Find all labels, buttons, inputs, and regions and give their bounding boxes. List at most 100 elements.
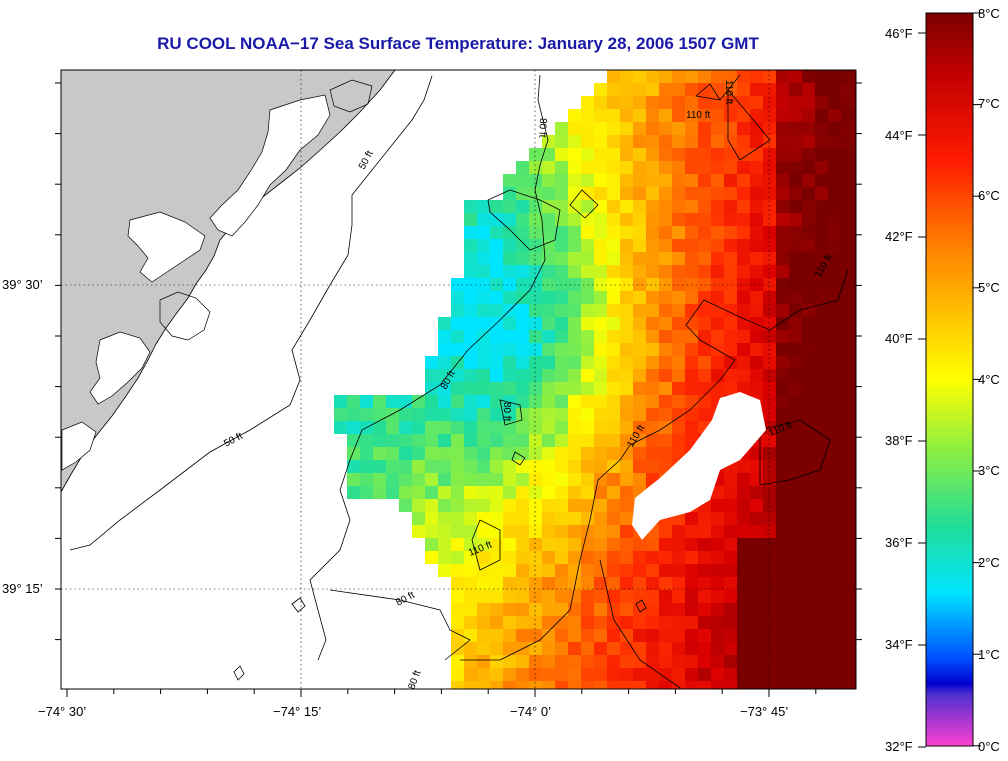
sst-pixel (828, 577, 841, 590)
sst-pixel (555, 538, 568, 551)
sst-pixel (711, 616, 724, 629)
sst-pixel (672, 252, 685, 265)
sst-pixel (659, 369, 672, 382)
sst-pixel (607, 109, 620, 122)
sst-pixel (529, 590, 542, 603)
sst-pixel (802, 616, 815, 629)
sst-pixel (685, 603, 698, 616)
sst-pixel (568, 434, 581, 447)
sst-pixel (555, 343, 568, 356)
sst-pixel (698, 551, 711, 564)
sst-pixel (854, 499, 856, 512)
sst-pixel (620, 369, 633, 382)
sst-pixel (659, 447, 672, 460)
sst-pixel (828, 590, 841, 603)
sst-pixel (789, 200, 802, 213)
sst-pixel (828, 551, 841, 564)
sst-pixel (802, 525, 815, 538)
sst-pixel (646, 434, 659, 447)
sst-pixel (802, 655, 815, 668)
sst-pixel (464, 642, 477, 655)
sst-pixel (620, 343, 633, 356)
sst-pixel (620, 551, 633, 564)
sst-pixel (490, 252, 503, 265)
sst-pixel (685, 239, 698, 252)
sst-pixel (451, 343, 464, 356)
sst-pixel (477, 330, 490, 343)
sst-pixel (841, 187, 854, 200)
sst-pixel (620, 395, 633, 408)
sst-pixel (373, 460, 386, 473)
sst-pixel (815, 681, 828, 689)
sst-pixel (815, 408, 828, 421)
sst-pixel (477, 538, 490, 551)
sst-pixel (737, 603, 750, 616)
sst-pixel (464, 343, 477, 356)
sst-pixel (646, 603, 659, 616)
sst-pixel (620, 603, 633, 616)
sst-pixel (529, 551, 542, 564)
sst-pixel (685, 343, 698, 356)
sst-pixel (724, 278, 737, 291)
sst-pixel (750, 551, 763, 564)
sst-pixel (503, 187, 516, 200)
sst-pixel (724, 109, 737, 122)
sst-pixel (555, 421, 568, 434)
sst-pixel (724, 616, 737, 629)
sst-pixel (711, 187, 724, 200)
sst-pixel (620, 590, 633, 603)
plot-frame (60, 69, 857, 690)
sst-pixel (568, 590, 581, 603)
sst-pixel (360, 473, 373, 486)
sst-pixel (594, 135, 607, 148)
sst-pixel (633, 317, 646, 330)
sst-pixel (789, 473, 802, 486)
sst-pixel (438, 343, 451, 356)
sst-pixel (828, 148, 841, 161)
sst-pixel (542, 460, 555, 473)
sst-pixel (464, 655, 477, 668)
sst-pixel (607, 525, 620, 538)
sst-pixel (750, 629, 763, 642)
sst-pixel (724, 356, 737, 369)
sst-pixel (802, 213, 815, 226)
sst-pixel (555, 278, 568, 291)
sst-pixel (828, 512, 841, 525)
sst-pixel (555, 330, 568, 343)
sst-pixel (594, 265, 607, 278)
sst-pixel (542, 330, 555, 343)
sst-pixel (802, 421, 815, 434)
sst-pixel (802, 122, 815, 135)
sst-pixel (503, 382, 516, 395)
sst-pixel (698, 382, 711, 395)
sst-pixel (737, 330, 750, 343)
sst-pixel (802, 473, 815, 486)
sst-pixel (412, 486, 425, 499)
sst-pixel (646, 668, 659, 681)
sst-pixel (789, 395, 802, 408)
colorbar-c-label: 6°C (978, 188, 1000, 203)
sst-pixel (815, 265, 828, 278)
sst-pixel (464, 382, 477, 395)
sst-pixel (724, 330, 737, 343)
sst-pixel (750, 122, 763, 135)
sst-pixel (724, 239, 737, 252)
sst-pixel (763, 512, 776, 525)
sst-pixel (516, 499, 529, 512)
sst-pixel (763, 655, 776, 668)
sst-pixel (399, 421, 412, 434)
sst-pixel (815, 564, 828, 577)
sst-pixel (802, 681, 815, 689)
sst-pixel (516, 174, 529, 187)
sst-pixel (451, 304, 464, 317)
sst-pixel (620, 304, 633, 317)
sst-pixel (529, 200, 542, 213)
sst-pixel (646, 83, 659, 96)
sst-pixel (542, 512, 555, 525)
sst-pixel (841, 551, 854, 564)
sst-pixel (763, 447, 776, 460)
sst-pixel (412, 460, 425, 473)
sst-pixel (815, 304, 828, 317)
sst-pixel (594, 96, 607, 109)
sst-pixel (828, 395, 841, 408)
